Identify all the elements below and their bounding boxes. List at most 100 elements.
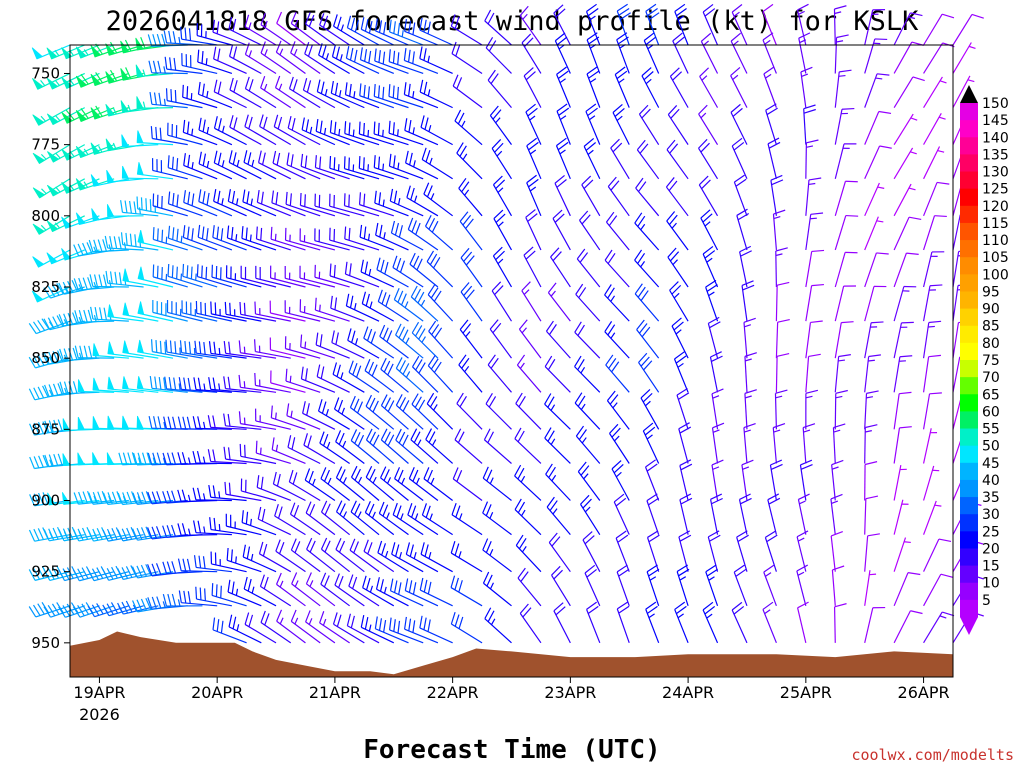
wind-barb	[198, 189, 233, 217]
wind-barb	[425, 428, 454, 464]
colorbar-label: 15	[982, 559, 1000, 575]
wind-barb	[419, 17, 453, 46]
wind-barb	[864, 216, 884, 251]
wind-barb	[269, 337, 306, 359]
wind-barb	[404, 118, 439, 146]
wind-barb	[743, 423, 756, 464]
wind-barb	[121, 134, 159, 148]
wind-barb	[426, 392, 454, 430]
wind-barb	[303, 433, 336, 465]
wind-barb	[452, 74, 483, 109]
colorbar-swatch	[960, 599, 978, 618]
wind-barb	[105, 270, 144, 288]
wind-barb	[519, 603, 542, 644]
wind-barb	[359, 47, 394, 75]
wind-barb	[316, 79, 350, 109]
x-axis: 19APR 2026 20APR 21APR 22APR 23APR 24APR 25APR 2…	[73, 677, 950, 724]
wind-barb	[137, 229, 174, 251]
wind-barb	[254, 301, 291, 322]
wind-barb	[736, 208, 750, 251]
wind-barb	[893, 41, 924, 74]
wind-barb	[107, 304, 144, 322]
wind-barb	[484, 9, 512, 46]
wind-barb	[106, 170, 144, 183]
wind-barb	[583, 138, 601, 180]
wind-barb	[450, 541, 483, 573]
wind-barb	[254, 372, 291, 393]
wind-barb	[409, 252, 439, 288]
wind-barb	[77, 379, 115, 393]
wind-barb	[208, 377, 247, 393]
wind-barb	[410, 428, 439, 464]
wind-barb	[320, 537, 350, 573]
wind-barb	[743, 317, 756, 359]
wind-barb	[305, 610, 336, 644]
wind-barb	[553, 4, 571, 46]
wind-barb	[864, 533, 880, 572]
wind-barb	[380, 428, 409, 464]
wind-barb	[224, 481, 262, 502]
wind-barb	[244, 14, 277, 46]
wind-barb	[135, 64, 174, 78]
wind-barb	[730, 66, 748, 108]
wind-barb	[208, 341, 247, 359]
wind-barb	[584, 564, 601, 607]
wind-barb	[388, 153, 424, 180]
colorbar-label: 60	[982, 404, 1000, 420]
wind-barb	[634, 249, 660, 288]
colorbar-swatch	[960, 240, 978, 258]
wind-barb	[834, 180, 858, 216]
wind-barb	[427, 355, 454, 393]
wind-barb	[450, 575, 483, 607]
colorbar-swatch	[960, 257, 978, 275]
wind-barb	[893, 113, 918, 145]
colorbar-swatch	[960, 171, 978, 190]
wind-barb	[922, 251, 945, 288]
wind-barb	[730, 103, 748, 145]
wind-barb	[121, 165, 159, 180]
wind-barb	[137, 301, 174, 322]
wind-barb	[136, 196, 174, 217]
wind-barb	[195, 586, 232, 607]
wind-barb	[834, 69, 852, 108]
wind-barb	[519, 5, 542, 46]
wind-barb	[182, 225, 218, 251]
wind-barb	[426, 250, 454, 288]
wind-barb	[162, 561, 203, 575]
wind-barb	[774, 389, 788, 430]
y-axis: 750 775 800 825 850 875 900 925 950	[31, 64, 70, 652]
wind-barb	[864, 424, 878, 464]
wind-barb	[223, 446, 262, 465]
wind-barb	[350, 429, 380, 464]
wind-barb	[545, 463, 571, 501]
terrain-fill	[70, 631, 953, 677]
wind-barb	[586, 601, 601, 644]
wind-barb	[193, 520, 232, 536]
colorbar-swatch	[960, 548, 978, 567]
wind-barb	[380, 466, 409, 501]
wind-barb	[605, 211, 630, 251]
wind-barb	[834, 251, 858, 288]
wind-barb	[196, 23, 233, 46]
wind-barb	[424, 215, 454, 251]
wind-barb	[407, 503, 439, 536]
wind-barb	[122, 376, 159, 393]
wind-barb	[679, 459, 693, 501]
wind-barb	[667, 105, 689, 145]
wind-barb	[331, 44, 365, 74]
wind-barb	[32, 107, 71, 126]
chart-title: 2026041818 GFS forecast wind profile (kt…	[106, 6, 920, 37]
wind-barb	[290, 41, 321, 74]
wind-barb	[803, 104, 816, 145]
wind-barb	[922, 320, 942, 359]
wind-barb	[456, 142, 483, 180]
wind-barb	[672, 32, 689, 74]
wind-barb	[241, 226, 277, 251]
wind-barb	[358, 121, 394, 146]
wind-barb	[705, 564, 719, 607]
wind-barb	[274, 504, 306, 536]
wind-barb	[228, 614, 262, 644]
wind-barb	[374, 616, 409, 644]
wind-barb	[411, 321, 439, 359]
wind-barb	[302, 401, 336, 430]
